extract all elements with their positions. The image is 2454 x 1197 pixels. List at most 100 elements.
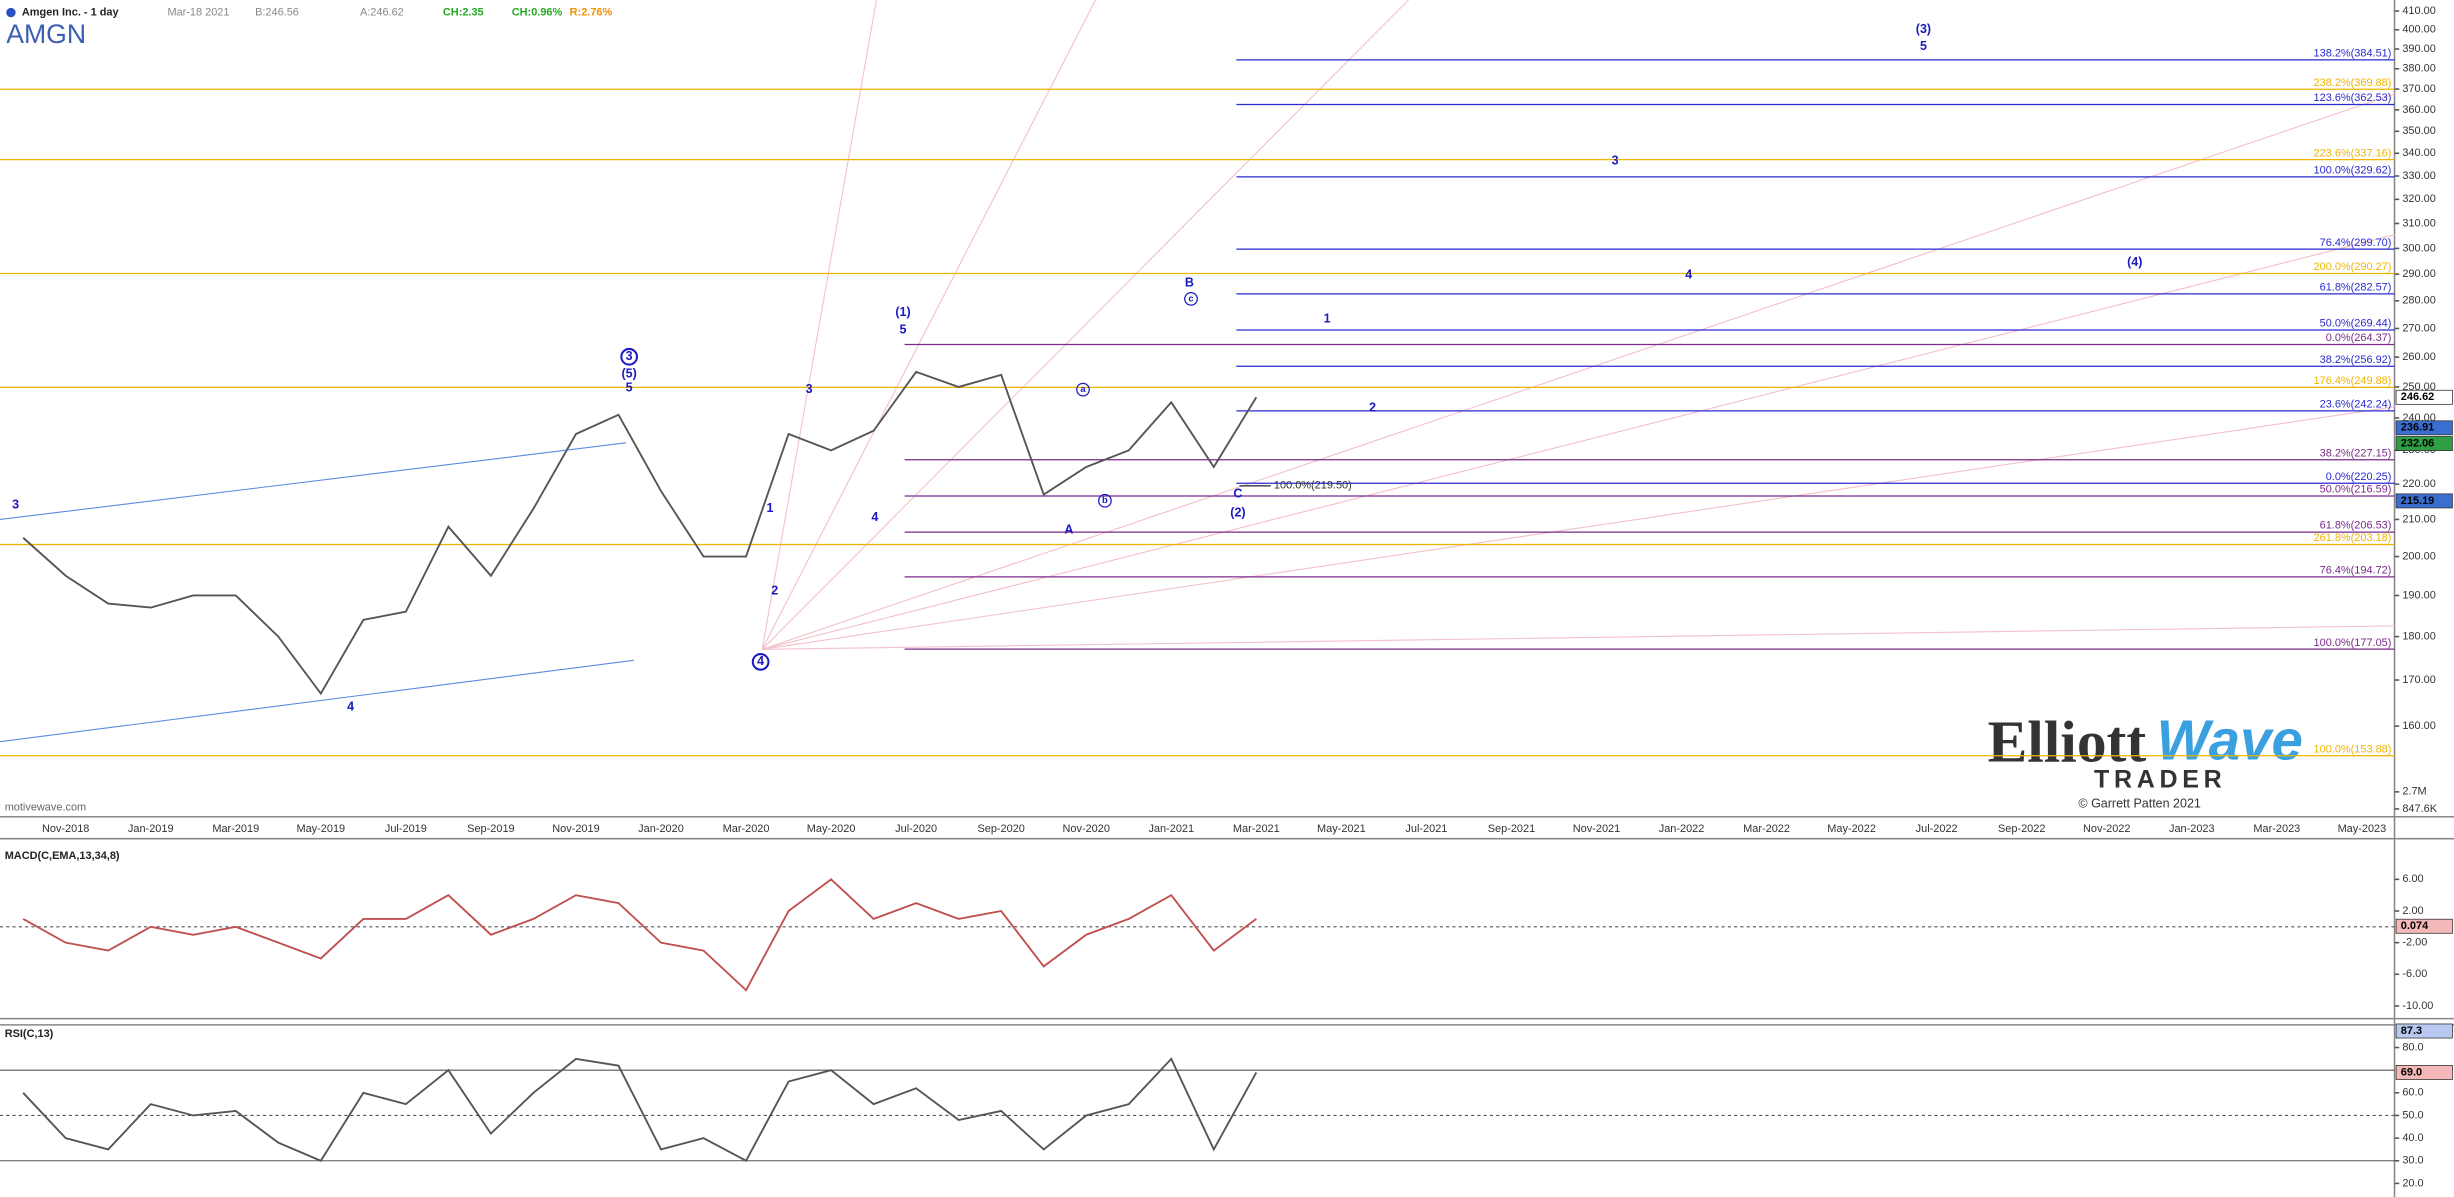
value-tag: [2395, 389, 2453, 405]
fib-label: 123.6%(362.53): [2314, 92, 2392, 104]
x-tick-label: Jan-2021: [1148, 823, 1194, 835]
x-tick-label: Jul-2020: [895, 823, 937, 835]
x-tick-label: Jan-2019: [128, 823, 174, 835]
wave-label: (5): [622, 366, 637, 380]
x-tick-label: Jul-2021: [1405, 823, 1447, 835]
target-label: 100.0%(219.50): [1274, 480, 1352, 492]
x-tick-label: Mar-2021: [1233, 823, 1280, 835]
y-tick-label: 30.0: [2402, 1155, 2423, 1167]
y-tick-label: 6.00: [2402, 873, 2423, 885]
value-tag: [2395, 436, 2453, 451]
wave-label: b: [1102, 495, 1108, 505]
fib-label: 61.8%(206.53): [2320, 520, 2392, 532]
price-line: [22, 370, 1258, 696]
wave-label: A: [1064, 523, 1073, 537]
wave-label: 4: [871, 510, 878, 524]
wave-label: 5: [1920, 39, 1927, 53]
wave-circle: [751, 653, 770, 671]
y-tick-label: 40.0: [2402, 1132, 2423, 1144]
wave-label: 3: [806, 382, 813, 396]
x-tick-label: Nov-2018: [42, 823, 89, 835]
value-tag-label: 0.074: [2401, 920, 2429, 932]
wave-label: C: [1233, 487, 1242, 501]
x-tick-label: Sep-2021: [1488, 823, 1535, 835]
ask: A:246.62: [360, 6, 404, 18]
fib-label: 50.0%(216.59): [2320, 484, 2392, 496]
fib-label: 61.8%(282.57): [2320, 282, 2392, 294]
y-tick-label: 350.00: [2402, 125, 2435, 137]
x-tick-label: Sep-2020: [977, 823, 1024, 835]
x-tick-label: Mar-2023: [2253, 823, 2300, 835]
x-tick-label: May-2019: [296, 823, 345, 835]
logo: Elliott Wave TRADER © Garrett Patten 202…: [1988, 709, 2303, 811]
wave-label: 1: [1324, 311, 1331, 325]
y-tick-label: 240.00: [2402, 412, 2435, 424]
x-tick-label: Sep-2022: [1998, 823, 2045, 835]
wave-circle: [1098, 493, 1112, 508]
wave-label: (4): [2127, 255, 2142, 269]
y-tick-label: 340.00: [2402, 147, 2435, 159]
fib-label: 76.4%(299.70): [2320, 237, 2392, 249]
y-tick-label: 330.00: [2402, 170, 2435, 182]
wave-label: 4: [347, 700, 354, 714]
wave-label: a: [1080, 384, 1086, 394]
y-tick-label: 370.00: [2402, 83, 2435, 95]
trend-line: [0, 659, 634, 743]
trend-line: [762, 93, 2395, 650]
wave-label: 3: [12, 498, 19, 512]
wave-label: 2: [1369, 401, 1376, 415]
trend-line: [761, 0, 1097, 650]
y-tick-label: 310.00: [2402, 217, 2435, 229]
copyright: © Garrett Patten 2021: [2078, 797, 2201, 811]
fib-label: 238.2%(369.88): [2314, 77, 2392, 89]
x-tick-label: Mar-2020: [723, 823, 770, 835]
y-tick-label: 200.00: [2402, 550, 2435, 562]
x-tick-label: Sep-2019: [467, 823, 514, 835]
fib-label: 100.0%(153.88): [2314, 743, 2392, 755]
wave-label: B: [1185, 276, 1194, 290]
value-tag: [2395, 493, 2453, 509]
y-tick-label: 2.00: [2402, 905, 2423, 917]
logo-word: TRADER: [2094, 765, 2226, 793]
value-tag: [2395, 1065, 2453, 1080]
fib-label: 0.0%(264.37): [2326, 332, 2392, 344]
value-tag-label: 246.62: [2401, 391, 2434, 403]
instrument-name: Amgen Inc. - 1 day: [22, 6, 120, 18]
value-tag: [2395, 1023, 2453, 1039]
value-tag-label: 236.91: [2401, 422, 2434, 434]
fib-label: 200.0%(290.27): [2314, 261, 2392, 273]
trend-line: [762, 406, 2395, 650]
wave-label: 5: [900, 322, 907, 336]
x-tick-label: Nov-2021: [1573, 823, 1620, 835]
wave-circle: [1076, 382, 1090, 397]
volume-tick-label: 2.7M: [2402, 786, 2426, 798]
y-tick-label: 290.00: [2402, 268, 2435, 280]
value-tag-label: 69.0: [2401, 1066, 2422, 1078]
volume-tick-label: 847.6K: [2402, 803, 2437, 815]
y-tick-label: 190.00: [2402, 589, 2435, 601]
fib-label: 100.0%(329.62): [2314, 164, 2392, 176]
y-tick-label: 320.00: [2402, 193, 2435, 205]
x-tick-label: Jan-2020: [638, 823, 684, 835]
fib-label: 138.2%(384.51): [2314, 47, 2392, 59]
change-pct: CH:0.96%: [512, 6, 563, 18]
fib-label: 0.0%(220.25): [2326, 471, 2392, 483]
y-tick-label: 390.00: [2402, 43, 2435, 55]
value-tag-label: 215.19: [2401, 495, 2434, 507]
y-tick-label: 380.00: [2402, 63, 2435, 75]
fib-label: 261.8%(203.18): [2314, 532, 2392, 544]
panel-title: MACD(C,EMA,13,34,8): [5, 850, 120, 862]
fib-label: 23.6%(242.24): [2320, 399, 2392, 411]
x-tick-label: Nov-2019: [552, 823, 599, 835]
wave-label: 3: [1612, 153, 1619, 167]
fib-label: 38.2%(256.92): [2320, 354, 2392, 366]
y-tick-label: 300.00: [2402, 242, 2435, 254]
x-tick-label: Jul-2022: [1916, 823, 1958, 835]
y-tick-label: 260.00: [2402, 351, 2435, 363]
x-tick-label: Jan-2023: [2169, 823, 2215, 835]
y-tick-label: 280.00: [2402, 295, 2435, 307]
wave-label: 2: [771, 584, 778, 598]
wave-label: 1: [767, 501, 774, 515]
wave-label: (3): [1916, 22, 1931, 36]
wave-circle: [620, 347, 638, 366]
